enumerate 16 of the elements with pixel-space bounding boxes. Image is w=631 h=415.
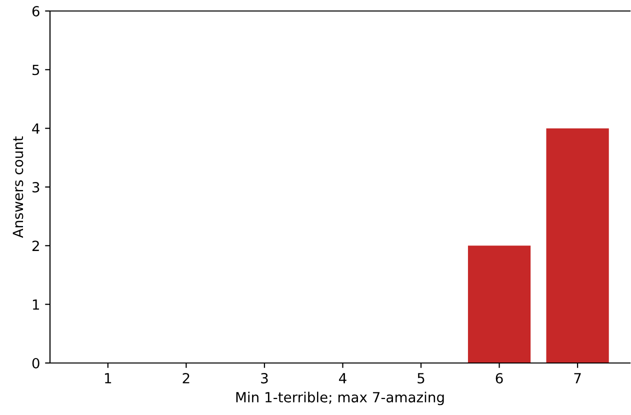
y-tick-label: 4: [32, 123, 40, 134]
y-tick-label: 6: [32, 6, 40, 16]
x-tick-label: 3: [261, 372, 268, 384]
x-tick-label: 1: [105, 373, 112, 384]
y-tick-label: 3: [32, 182, 40, 192]
y-tick-label: 2: [32, 240, 39, 251]
y-tick-label: 0: [32, 358, 40, 368]
y-tick-label: 1: [32, 299, 39, 310]
y-tick-label: 5: [32, 64, 40, 76]
x-tick-label: 4: [339, 373, 346, 384]
x-axis-title: Min 1-terrible; max 7-amazing: [236, 392, 444, 406]
x-tick-label: 6: [496, 372, 503, 384]
x-tick-label: 5: [418, 373, 424, 384]
y-axis-title: Answers count: [12, 136, 24, 238]
x-tick-label: 7: [574, 373, 581, 384]
x-tick-label: 2: [182, 372, 190, 384]
